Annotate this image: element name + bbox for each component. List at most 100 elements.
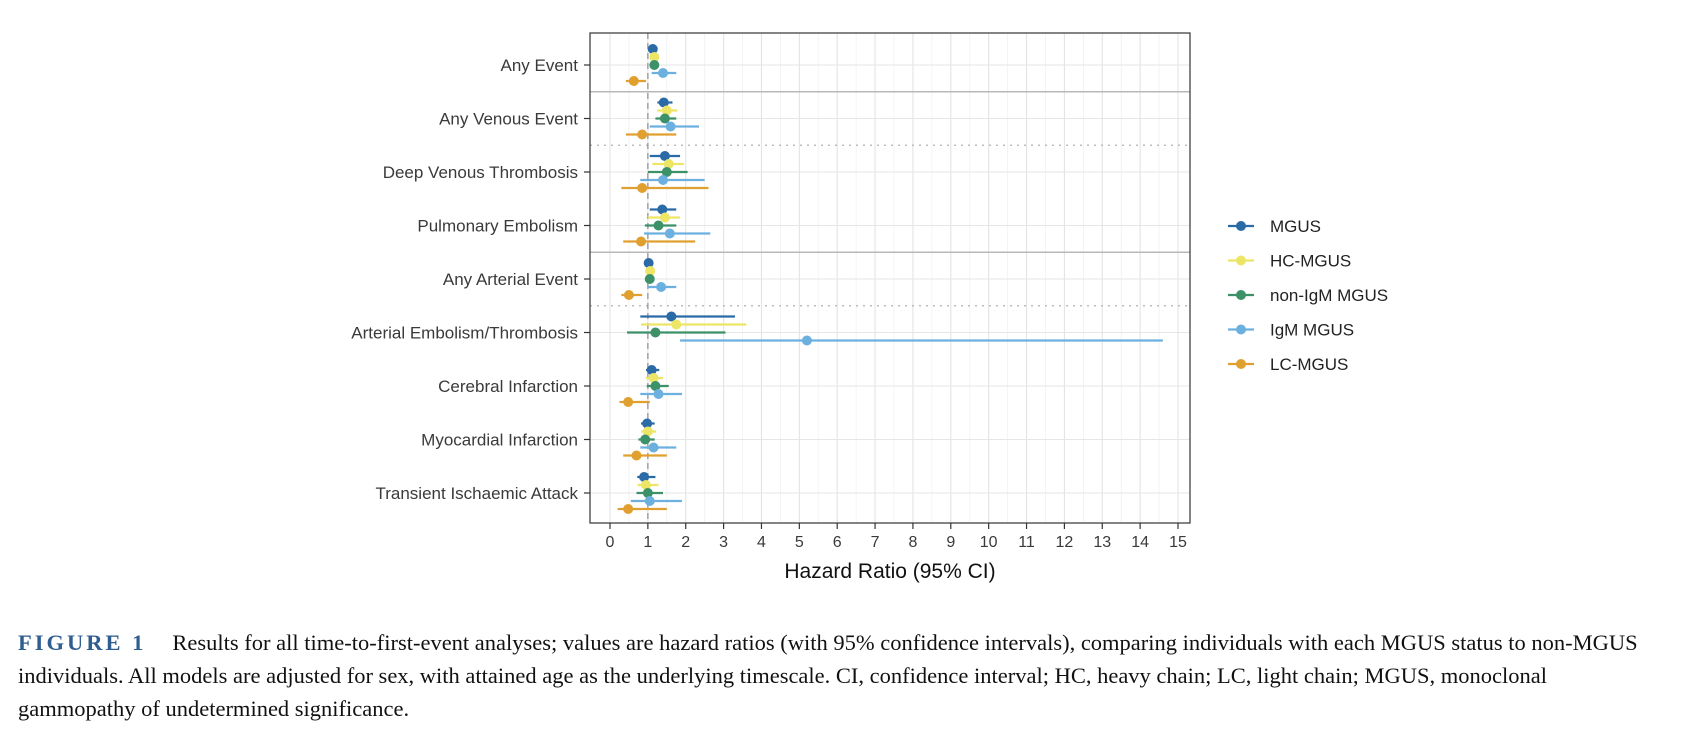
x-axis-title: Hazard Ratio (95% CI) xyxy=(784,560,995,583)
estimate-point xyxy=(642,418,653,429)
estimate-point xyxy=(664,228,675,239)
legend: MGUS HC-MGUS non-IgM MGUS IgM MGUS LC-MGUS xyxy=(1228,217,1388,374)
legend-item: non-IgM MGUS xyxy=(1228,286,1388,305)
plot-panel-border xyxy=(589,32,1191,524)
estimate-point xyxy=(658,175,669,185)
x-tick-label: 6 xyxy=(833,534,842,551)
category-label: Transient Ischaemic Attack xyxy=(375,484,578,503)
estimate-point xyxy=(637,183,648,193)
estimate-point xyxy=(659,151,670,161)
estimate-point xyxy=(658,97,669,108)
estimate-point xyxy=(643,258,654,268)
legend-key-point xyxy=(1236,255,1246,266)
estimate-point xyxy=(665,121,676,132)
estimate-point xyxy=(666,311,677,322)
estimate-point xyxy=(642,426,653,437)
legend-item: MGUS xyxy=(1228,217,1321,236)
estimate-point xyxy=(646,365,657,375)
estimate-point xyxy=(644,496,655,506)
category-label: Pulmonary Embolism xyxy=(417,217,578,236)
series-hc-mgus xyxy=(637,52,747,490)
estimate-point xyxy=(631,450,642,461)
estimate-point xyxy=(653,389,664,399)
group-separators xyxy=(590,90,1190,307)
legend-label: non-IgM MGUS xyxy=(1270,286,1388,305)
grid xyxy=(590,33,1190,523)
estimate-point xyxy=(658,68,669,78)
data-marks xyxy=(617,44,1163,514)
x-tick-label: 15 xyxy=(1169,534,1187,551)
estimate-point xyxy=(671,319,682,330)
category-label: Any Arterial Event xyxy=(443,270,578,289)
category-label: Arterial Embolism/Thrombosis xyxy=(351,324,578,343)
estimate-point xyxy=(661,105,672,116)
estimate-point xyxy=(623,504,634,514)
x-tick-label: 2 xyxy=(681,534,690,551)
category-label: Any Venous Event xyxy=(439,110,578,129)
figure-label: FIGURE 1 xyxy=(18,630,147,655)
x-tick-label: 3 xyxy=(719,534,728,551)
series-igm-mgus xyxy=(630,68,1163,506)
series-non-igm-mgus xyxy=(627,60,726,498)
category-label: Myocardial Infarction xyxy=(421,431,578,450)
series-mgus xyxy=(637,44,735,482)
estimate-point xyxy=(649,60,660,70)
x-tick-label: 11 xyxy=(1018,534,1035,551)
legend-key-point xyxy=(1236,359,1246,369)
x-tick-label: 4 xyxy=(757,534,766,551)
estimate-point xyxy=(636,236,647,247)
x-tick-label: 10 xyxy=(980,534,998,551)
estimate-point xyxy=(648,373,659,383)
estimate-point xyxy=(663,159,674,169)
x-tick-label: 13 xyxy=(1093,534,1111,551)
category-label: Any Event xyxy=(501,56,579,75)
estimate-point xyxy=(649,52,660,62)
estimate-point xyxy=(623,290,634,300)
figure-caption: FIGURE 1 Results for all time-to-first-ev… xyxy=(18,626,1668,725)
estimate-point xyxy=(637,129,648,140)
category-label: Deep Venous Thrombosis xyxy=(383,163,578,182)
x-tick-label: 5 xyxy=(795,534,804,551)
estimate-point xyxy=(628,76,639,86)
legend-label: LC-MGUS xyxy=(1270,355,1348,374)
category-label: Cerebral Infarction xyxy=(438,377,578,396)
plot-panel xyxy=(590,33,1190,523)
legend-item: LC-MGUS xyxy=(1228,355,1348,374)
estimate-point xyxy=(650,381,661,391)
estimate-point xyxy=(656,282,667,292)
legend-key-point xyxy=(1236,290,1246,300)
estimate-point xyxy=(640,480,651,490)
estimate-point xyxy=(659,113,670,124)
estimate-point xyxy=(645,266,656,276)
estimate-point xyxy=(640,434,651,445)
x-tick-label: 9 xyxy=(946,534,955,551)
estimate-point xyxy=(644,274,655,284)
series-lc-mgus xyxy=(617,76,709,514)
estimate-point xyxy=(661,167,672,177)
legend-label: HC-MGUS xyxy=(1270,252,1351,271)
legend-item: IgM MGUS xyxy=(1228,321,1354,340)
x-tick-label: 7 xyxy=(871,534,880,551)
forest-plot: Any Event Any Venous Event Deep Venous Thr… xyxy=(351,32,1388,583)
legend-item: HC-MGUS xyxy=(1228,252,1351,271)
estimate-point xyxy=(623,397,634,407)
x-tick-label: 0 xyxy=(606,534,615,551)
legend-label: MGUS xyxy=(1270,217,1321,236)
legend-key-point xyxy=(1236,221,1246,231)
estimate-point xyxy=(650,327,661,338)
estimate-point xyxy=(653,220,664,231)
legend-label: IgM MGUS xyxy=(1270,321,1354,340)
estimate-point xyxy=(647,44,658,54)
x-tick-label: 14 xyxy=(1131,534,1149,551)
estimate-point xyxy=(801,335,812,346)
legend-key-point xyxy=(1236,324,1246,335)
x-axis-ticks: 0 1 2 3 4 5 6 7 8 9 10 11 12 13 14 15 xyxy=(606,523,1187,551)
caption-text: Results for all time-to-first-event anal… xyxy=(18,630,1638,721)
x-tick-label: 1 xyxy=(643,534,652,551)
x-tick-label: 12 xyxy=(1056,534,1074,551)
category-labels: Any Event Any Venous Event Deep Venous Thr… xyxy=(351,56,590,503)
estimate-point xyxy=(657,204,668,215)
estimate-point xyxy=(648,442,659,453)
estimate-point xyxy=(642,488,653,498)
estimate-point xyxy=(639,472,650,482)
